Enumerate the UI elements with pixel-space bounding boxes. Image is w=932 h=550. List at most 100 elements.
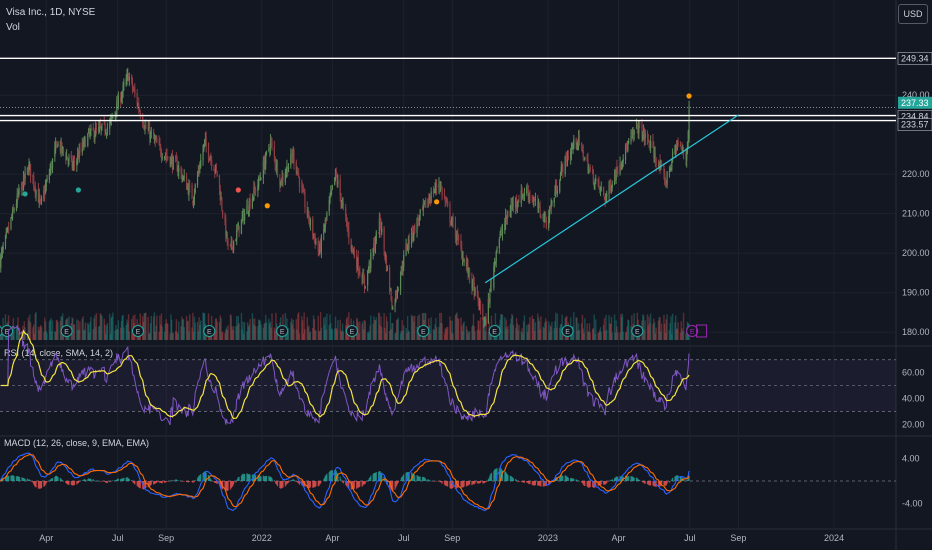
macd-hist-bar (340, 479, 342, 481)
candle (450, 216, 453, 227)
candle (570, 147, 572, 165)
currency-button[interactable]: USD (898, 4, 928, 24)
volume-bar (606, 329, 608, 340)
macd-hist-bar (473, 481, 475, 485)
macd-hist-bar (13, 476, 15, 481)
candle (414, 223, 416, 234)
candle (408, 233, 410, 251)
macd-hist-bar (142, 481, 144, 490)
volume-bar (666, 314, 668, 340)
macd-hist-bar (450, 481, 452, 489)
candle-body (32, 174, 34, 178)
macd-hist-bar (517, 481, 519, 482)
macd-hist-bar (564, 475, 566, 481)
candle-body (243, 213, 246, 221)
candle-body (320, 235, 322, 252)
candle-body (577, 142, 579, 145)
macd-hist-bar (428, 479, 430, 481)
candle-body (56, 144, 58, 148)
candle (155, 134, 157, 141)
macd-hist-bar (334, 470, 336, 481)
macd-hist-bar (632, 476, 634, 481)
candle-body (139, 112, 141, 117)
macd-hist-bar (523, 481, 525, 483)
volume-bar (605, 314, 607, 340)
upcoming-earnings-box (696, 324, 708, 338)
macd-hist-bar (653, 481, 655, 487)
candle-body (501, 231, 503, 233)
candle (214, 168, 216, 178)
candle (642, 124, 645, 141)
candle (389, 287, 391, 292)
volume-bar (405, 327, 407, 340)
candle-body (317, 240, 319, 252)
candle (630, 129, 632, 145)
candle (636, 123, 638, 134)
symbol-title[interactable]: Visa Inc., 1D, NYSE (6, 7, 96, 18)
candle (515, 194, 518, 212)
volume-bar (573, 312, 575, 340)
macd-hist-bar (320, 481, 322, 484)
candle (166, 148, 168, 162)
candle-body (560, 167, 562, 175)
marker-ring (631, 325, 644, 337)
volume-bar (467, 333, 469, 340)
candle-body (397, 289, 399, 291)
candle (477, 290, 479, 307)
candle-body (290, 153, 292, 166)
macd-hist-bar (296, 481, 298, 483)
candle (400, 265, 402, 276)
candle (187, 182, 189, 195)
volume-bar (643, 329, 646, 340)
candle-body (449, 203, 451, 222)
macd-hist-bar (126, 477, 128, 481)
candle-body (652, 141, 654, 148)
macd-hist-bar (169, 481, 171, 482)
volume-bar (539, 329, 541, 340)
macd-hist-bar (226, 481, 228, 491)
candle (93, 128, 95, 143)
candle (44, 184, 46, 202)
macd-hist-bar (197, 476, 199, 481)
volume-bar (336, 329, 338, 340)
marker-ring (1, 325, 14, 337)
candle (363, 274, 366, 294)
macd-hist-bar (362, 481, 364, 486)
candle-body (670, 167, 672, 169)
candle-body (230, 241, 232, 245)
candle-body (646, 132, 649, 138)
macd-hist-bar (348, 481, 350, 489)
macd-hist-bar (451, 481, 453, 489)
volume-label[interactable]: Vol (6, 22, 20, 33)
candle-body (632, 130, 634, 136)
volume-bar (205, 333, 207, 340)
candle (39, 194, 41, 205)
volume-bar (156, 315, 158, 340)
volume-bar (171, 333, 174, 340)
volume-bar (99, 313, 102, 340)
candle-body (34, 186, 36, 193)
candle-body (402, 267, 404, 269)
volume-bar (505, 319, 508, 340)
candle-body (286, 166, 288, 173)
candle-body (356, 258, 359, 269)
candle (483, 317, 485, 329)
macd-hist-bar (153, 481, 155, 485)
candle (269, 134, 272, 156)
candle-body (76, 160, 78, 166)
candle (291, 149, 293, 164)
candle (632, 127, 634, 139)
candle (650, 135, 652, 154)
price-tick-label: 240.00 (902, 90, 930, 100)
candle-body (231, 240, 233, 247)
macd-hist-bar (617, 476, 619, 481)
macd-hist-bar (476, 481, 478, 484)
candle-body (313, 233, 315, 238)
candle-body (534, 198, 537, 201)
volume-bar (479, 317, 482, 340)
candle (73, 155, 75, 171)
volume-bar (87, 324, 90, 340)
candle (137, 102, 139, 107)
candle (138, 97, 140, 114)
